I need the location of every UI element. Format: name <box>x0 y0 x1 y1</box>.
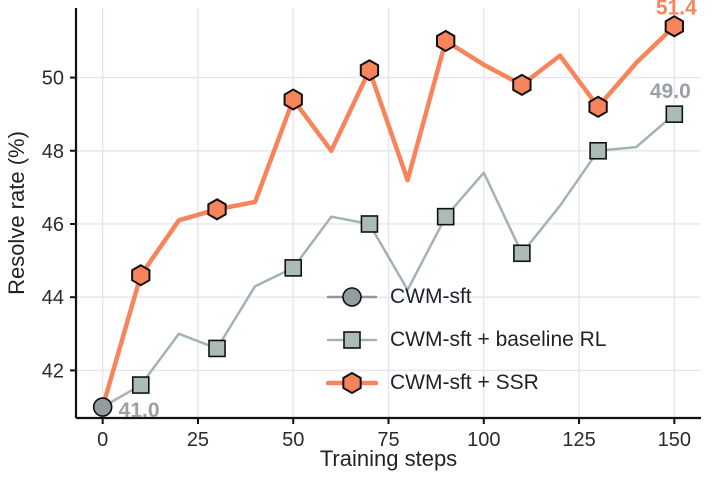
y-tick-label: 48 <box>42 141 64 163</box>
legend-item-baseline-rl: CWM-sft + baseline RL <box>326 323 606 357</box>
data-point-hexagon <box>207 198 227 221</box>
data-point-hexagon <box>283 88 303 111</box>
data-point-square <box>131 376 150 394</box>
data-point-hexagon <box>512 73 532 97</box>
data-point-square <box>284 259 303 277</box>
legend-marker-circle <box>342 287 362 307</box>
data-point-square <box>513 244 531 263</box>
x-tick-label: 75 <box>377 429 399 451</box>
data-point-circle <box>92 397 113 417</box>
x-tick-label: 125 <box>562 429 595 451</box>
y-tick-label: 46 <box>42 214 64 236</box>
data-point-square <box>589 141 607 160</box>
y-tick-label: 50 <box>42 68 64 90</box>
data-point-hexagon <box>131 264 151 287</box>
legend-marker-square <box>343 331 361 349</box>
y-tick-label: 42 <box>42 360 64 382</box>
x-tick-label: 0 <box>97 429 108 451</box>
legend-label: CWM-sft <box>390 285 472 308</box>
data-point-hexagon <box>359 59 380 82</box>
legend-label: CWM-sft + SSR <box>390 371 539 394</box>
series-line-2 <box>100 24 677 410</box>
x-tick-label: 100 <box>467 429 500 451</box>
value-annotation: 49.0 <box>650 80 691 103</box>
series-line-1 <box>101 112 676 409</box>
gridlines <box>76 8 701 418</box>
axes: 0 25 50 75 100 125 150 42 44 46 48 50 <box>42 8 701 451</box>
legend-glyph-hexagon <box>326 371 378 395</box>
data-point-hexagon <box>436 29 456 53</box>
legend-item-ssr: CWM-sft + SSR <box>326 366 606 400</box>
legend-item-cwm-sft: CWM-sft <box>326 280 606 314</box>
value-annotation: 41.0 <box>119 399 160 422</box>
x-axis-label: Training steps <box>320 446 457 471</box>
series-markers <box>92 15 684 417</box>
data-point-square <box>360 215 379 233</box>
value-annotation: 51.4 <box>656 0 697 19</box>
chart-legend: CWM-sft CWM-sft + baseline RL CWM-sft + … <box>326 280 606 400</box>
data-point-square <box>208 339 226 358</box>
series-lines <box>100 24 677 410</box>
legend-glyph-square <box>326 331 378 349</box>
legend-glyph-circle <box>326 287 378 307</box>
legend-label: CWM-sft + baseline RL <box>390 328 607 351</box>
data-point-hexagon <box>588 95 608 118</box>
data-point-square <box>665 105 684 123</box>
data-point-square <box>436 207 455 226</box>
annotations: 41.0 49.0 51.4 <box>119 0 697 422</box>
legend-marker-hexagon <box>342 371 362 395</box>
x-tick-label: 150 <box>658 429 691 451</box>
data-point-hexagon <box>664 15 684 38</box>
x-tick-label: 50 <box>282 429 304 451</box>
y-tick-label: 44 <box>42 287 64 309</box>
y-axis-label: Resolve rate (%) <box>4 131 29 295</box>
x-tick-label: 25 <box>187 429 209 451</box>
